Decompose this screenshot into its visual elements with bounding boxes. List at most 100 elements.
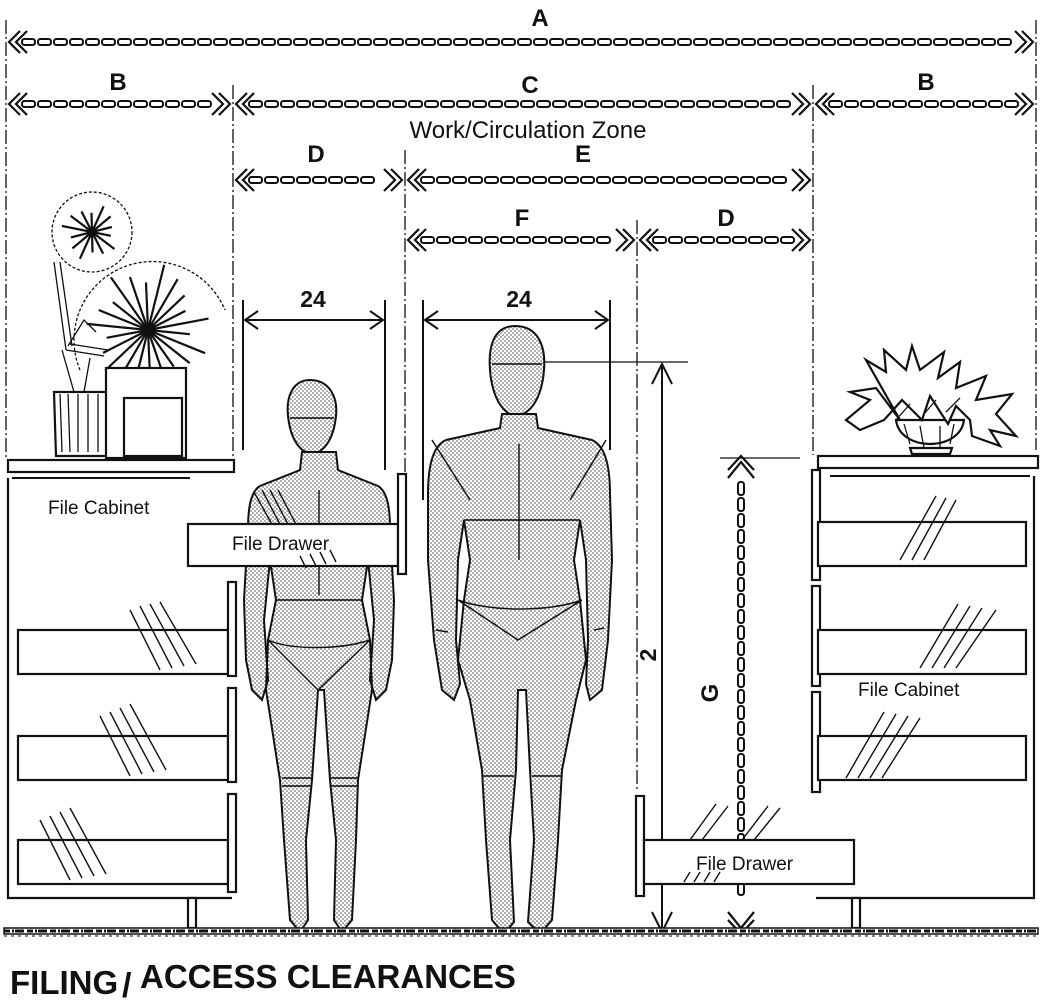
right-cabinet-drawer-2 [816, 628, 1028, 676]
chain-link [737, 817, 745, 832]
lamp-ray [147, 328, 190, 336]
left-cabinet-drawer-1 [16, 628, 230, 676]
lamp-ray [91, 225, 113, 234]
chain-link [737, 593, 745, 608]
diagram-title: FILING / ACCESS CLEARANCES [10, 958, 516, 1005]
dimension-lines [7, 30, 1035, 252]
lamp-ray [147, 317, 209, 332]
lamp-ray [86, 322, 149, 332]
title-slash: / [122, 967, 132, 1003]
chain-link [737, 785, 745, 800]
chain-link [737, 801, 745, 816]
open-file-drawer-left: File Drawer [186, 472, 408, 576]
dimension-line-d-left [234, 168, 404, 192]
lamp-ray [146, 264, 166, 331]
chain-link [737, 513, 745, 528]
chain-link [737, 529, 745, 544]
right-figure-width-dimension: 24 [422, 286, 611, 500]
lamp-ray [91, 231, 105, 255]
right-cabinet-drawer-1 [816, 520, 1028, 568]
lamp-ray [147, 278, 179, 331]
lamp-ray [98, 308, 149, 332]
dimension-line-d-right [638, 228, 812, 252]
lamp-ray [71, 231, 93, 250]
dimension-label-c: C [521, 72, 538, 99]
title-part-filing: FILING [10, 964, 118, 1001]
lamp-ray [91, 230, 112, 237]
lamp-ray [147, 294, 186, 331]
file-cabinet-label-right: File Cabinet [858, 680, 960, 701]
lamp-ray [91, 215, 112, 233]
left-figure-width-label: 24 [300, 286, 326, 312]
title-part-access-clearances: ACCESS CLEARANCES [140, 958, 516, 995]
file-drawer-label-left: File Drawer [232, 534, 330, 555]
reference-lines [5, 20, 1037, 790]
lamp-ray [80, 210, 93, 233]
dimension-label-e: E [575, 141, 591, 168]
lamp-ray [128, 276, 150, 331]
dimension-label-b-right: B [917, 69, 934, 96]
open-file-drawer-right: File Drawer [634, 794, 856, 898]
dimension-line-b-left [7, 92, 232, 116]
right-figure-width-label: 24 [506, 286, 532, 312]
chain-link [737, 625, 745, 640]
dimension-label-d-right: D [717, 205, 734, 232]
dimension-line-a [7, 30, 1035, 54]
dimension-line-f [406, 228, 636, 252]
chain-link [737, 561, 745, 576]
desk-lamp-icon [51, 191, 226, 392]
left-cabinet-drawer-3 [16, 838, 230, 886]
lamp-ray [112, 301, 149, 331]
right-cabinet-drawer-3 [816, 734, 1028, 782]
desk-organizer-icon [104, 366, 188, 460]
figure-height-label: 2 [635, 649, 661, 662]
lamp-ray [61, 224, 93, 234]
lamp-ray [147, 328, 206, 355]
lamp-ray [69, 214, 93, 233]
lamp-ray [78, 231, 94, 260]
lamp-ray [104, 329, 149, 372]
lamp-ray [90, 205, 105, 233]
left-figure-width-dimension: 24 [242, 286, 386, 470]
chain-link [737, 753, 745, 768]
chain-link [737, 609, 745, 624]
floor-line [3, 927, 1039, 937]
dimension-label-d-left: D [307, 141, 324, 168]
chain-link [737, 497, 745, 512]
right-cabinet-top [816, 454, 1040, 470]
lamp-ray [70, 230, 93, 239]
chain-link [737, 673, 745, 688]
female-figure [242, 378, 396, 934]
file-cabinet-label-left: File Cabinet [48, 498, 150, 519]
male-figure [427, 324, 614, 936]
chain-link [737, 545, 745, 560]
dimension-label-b-left: B [109, 69, 126, 96]
left-file-cabinet: File Cabinet [6, 477, 238, 930]
dimension-label-f: F [515, 205, 530, 232]
lamp-ray [147, 329, 191, 364]
chain-link [737, 657, 745, 672]
chain-link [737, 769, 745, 784]
lamp-ray [102, 329, 149, 354]
chain-link [737, 641, 745, 656]
chain-link [737, 705, 745, 720]
lamp-ray [106, 328, 149, 339]
lamp-ray [110, 276, 149, 331]
figure-height-dimension: 2 [540, 361, 688, 935]
chain-link [737, 721, 745, 736]
chain-link [737, 689, 745, 704]
chain-link [737, 737, 745, 752]
left-cabinet-top [6, 458, 236, 474]
dimension-label-a: A [531, 5, 548, 32]
work-circulation-zone-label: Work/Circulation Zone [410, 117, 647, 144]
potted-plant-icon [844, 342, 1020, 456]
left-cabinet-drawer-2 [16, 734, 230, 782]
chain-link [737, 577, 745, 592]
dimension-label-g: G [697, 684, 724, 703]
dimension-line-c [234, 92, 812, 116]
lamp-ray [144, 282, 150, 331]
lamp-ray [91, 231, 116, 250]
dimension-line-e [406, 168, 812, 192]
lamp-ray [90, 231, 94, 253]
